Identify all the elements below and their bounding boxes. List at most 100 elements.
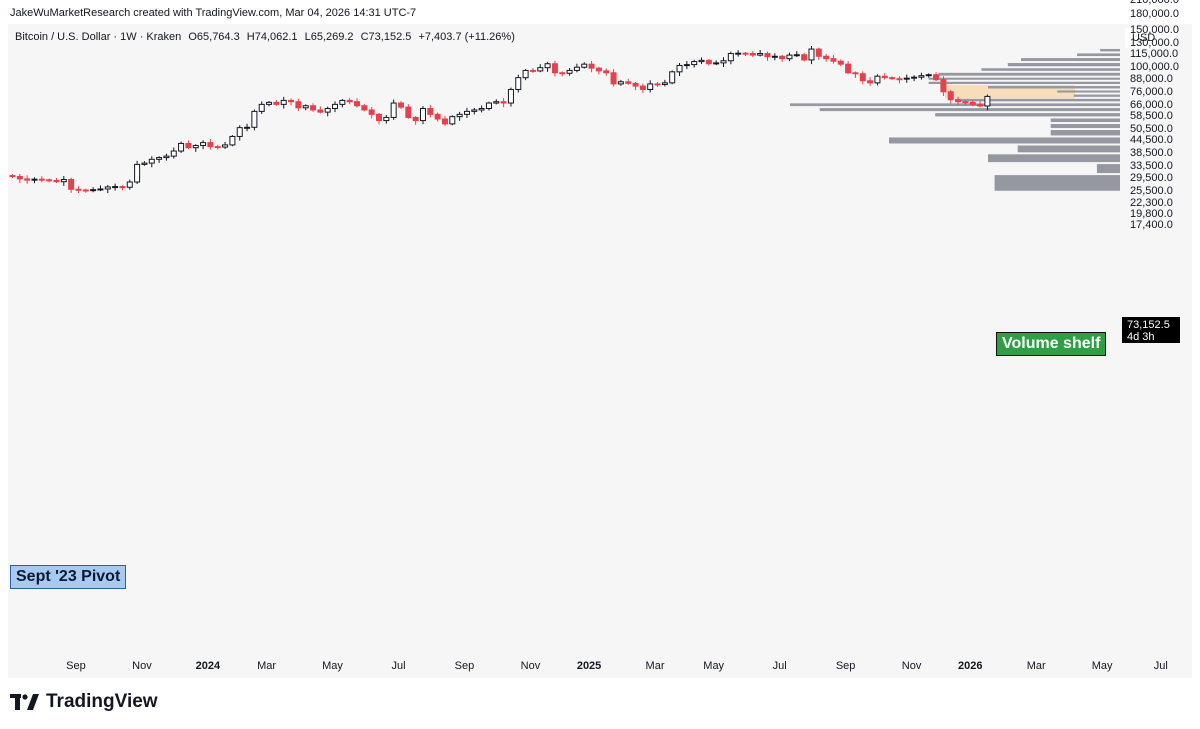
candle-body: [258, 103, 265, 112]
volume-shelf-annotation[interactable]: Volume shelf: [996, 332, 1107, 356]
candle-body: [940, 79, 947, 93]
candle-body: [405, 106, 412, 118]
candle-body: [522, 69, 529, 79]
candle-body: [500, 101, 507, 104]
volume-profile-bar: [988, 85, 1120, 89]
volume-profile-bar: [928, 81, 1120, 84]
time-axis-label: Jul: [1153, 660, 1168, 672]
time-axis-label: May: [1091, 660, 1113, 672]
volume-profile-bar: [928, 77, 1120, 80]
price-axis-label: 33,500.0: [1130, 160, 1173, 173]
candle-body: [244, 126, 251, 129]
candle-body: [595, 67, 602, 72]
candle-body: [867, 80, 874, 84]
candle-body: [632, 82, 639, 87]
ohlc-close: C73,152.5: [360, 31, 412, 43]
candle-body: [830, 58, 837, 62]
candle-body: [837, 60, 844, 65]
candle-body: [332, 103, 339, 110]
candle-body: [16, 175, 23, 180]
candle-body: [485, 102, 492, 110]
candle-body: [896, 78, 903, 81]
candle-body: [222, 144, 229, 148]
time-axis-label: 2024: [195, 660, 221, 672]
candle-body: [786, 54, 793, 60]
candle-body: [537, 67, 544, 72]
candle-body: [104, 186, 111, 190]
candle-body: [368, 109, 375, 115]
price-axis-label: 115,000.0: [1130, 48, 1179, 61]
candle-body: [317, 109, 324, 113]
candle-body: [947, 91, 954, 101]
chart-area[interactable]: [8, 24, 1192, 678]
candle-body: [551, 63, 558, 74]
time-axis-label: Sep: [835, 660, 856, 672]
candle-body: [727, 53, 734, 62]
candle-body: [148, 158, 155, 164]
candle-body: [529, 69, 536, 72]
candle-body: [713, 62, 720, 65]
volume-profile-bar: [819, 108, 1120, 112]
candle-body: [801, 54, 808, 61]
candle-body: [354, 101, 361, 107]
candle-body: [933, 74, 940, 81]
candle-body: [302, 105, 309, 109]
candle-body: [515, 77, 522, 90]
candle-body: [346, 99, 353, 103]
time-axis-label: Jul: [391, 660, 406, 672]
candle-body: [764, 53, 771, 58]
price-axis-label: 44,500.0: [1130, 134, 1173, 147]
candle-body: [82, 189, 89, 192]
volume-profile-bar: [994, 175, 1120, 191]
candle-body: [603, 70, 610, 74]
candle-body: [266, 101, 273, 105]
candle-body: [881, 75, 888, 79]
candle-body: [361, 105, 368, 111]
candle-body: [38, 178, 45, 181]
candle-body: [185, 142, 192, 149]
volume-profile-bar: [1050, 124, 1120, 129]
time-axis-label: Mar: [645, 660, 665, 672]
candle-body: [617, 81, 624, 85]
candle-body: [749, 53, 756, 56]
ohlc-high: H74,062.1: [246, 31, 298, 43]
candle-body: [163, 155, 170, 159]
candle-body: [903, 77, 910, 80]
volume-profile-bar: [988, 154, 1120, 163]
price-axis-label: 50,500.0: [1130, 122, 1173, 135]
currency-selector[interactable]: USD: [1125, 28, 1177, 48]
price-axis-label: 22,300.0: [1130, 196, 1173, 209]
candle-body: [449, 116, 456, 125]
pivot-annotation[interactable]: Sept '23 Pivot: [10, 565, 127, 589]
price-axis-label: 130,000.0: [1130, 37, 1179, 50]
candle-body: [207, 142, 214, 148]
time-axis-label: Mar: [1026, 660, 1046, 672]
candle-body: [793, 54, 800, 57]
candle-body: [31, 178, 38, 181]
candle-body: [808, 48, 815, 61]
volume-profile-bar: [935, 113, 1120, 117]
candle-body: [68, 178, 75, 190]
candle-body: [192, 145, 199, 149]
candle-body: [955, 99, 962, 103]
candle-body: [566, 69, 573, 74]
candle-body: [705, 59, 712, 65]
candle-body: [962, 101, 969, 104]
candle-body: [559, 72, 566, 75]
candle-body: [471, 109, 478, 112]
time-axis-label: Sep: [66, 660, 86, 672]
candle-body: [683, 64, 690, 67]
chart-credit: JakeWuMarketResearch created with Tradin…: [10, 7, 417, 19]
price-axis-label: 210,000.0: [1130, 0, 1179, 7]
candle-body: [493, 101, 500, 104]
volume-profile-bar: [1050, 130, 1120, 136]
candle-body: [845, 63, 852, 74]
candle-body: [46, 179, 53, 182]
candle-body: [456, 113, 463, 118]
candle-body: [97, 188, 104, 191]
price-axis-label: 29,500.0: [1130, 171, 1173, 184]
tradingview-brand[interactable]: TradingView: [10, 691, 158, 713]
volume-profile-bar: [1007, 63, 1120, 67]
candle-body: [507, 88, 514, 104]
